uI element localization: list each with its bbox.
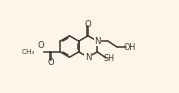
- Text: N: N: [85, 53, 91, 62]
- Text: SH: SH: [103, 54, 114, 63]
- Text: CH₃: CH₃: [21, 49, 35, 55]
- Text: N: N: [94, 37, 101, 46]
- Text: OH: OH: [123, 43, 135, 52]
- Text: O: O: [37, 41, 44, 50]
- Text: O: O: [47, 58, 54, 67]
- Text: O: O: [85, 20, 91, 29]
